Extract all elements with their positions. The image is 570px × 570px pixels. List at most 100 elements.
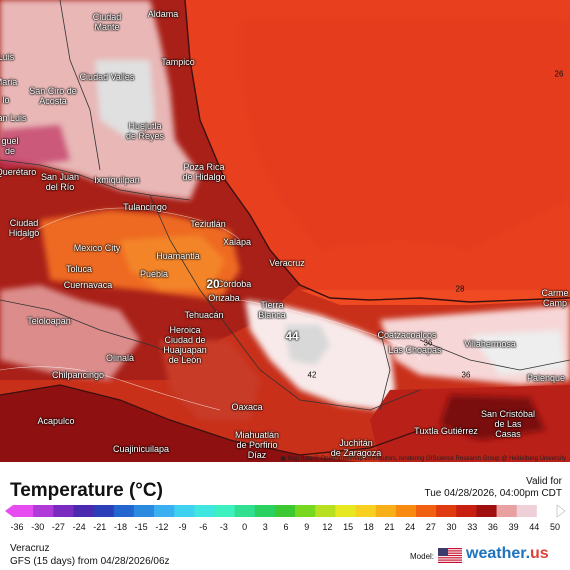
color-scale-segment <box>375 505 397 517</box>
color-scale-segment <box>13 505 34 517</box>
color-scale-tick: 15 <box>343 522 354 532</box>
color-scale-segment <box>496 505 518 517</box>
city-label: Heroica Ciudad de Huajuapan de León <box>163 325 207 365</box>
city-label: Olinalá <box>105 353 135 363</box>
city-label: Cuernavaca <box>63 280 113 290</box>
color-scale-segment <box>93 505 115 517</box>
city-label: Mexico City <box>73 243 121 253</box>
color-scale-segment <box>214 505 236 517</box>
color-scale-tick: 6 <box>283 522 289 532</box>
color-scale-tick: 44 <box>529 522 540 532</box>
color-scale-segment <box>53 505 74 517</box>
color-scale-tick: -30 <box>31 522 45 532</box>
city-label: Poza Rica de Hidalgo <box>182 162 226 182</box>
city-label: Tuxtla Gutiérrez <box>414 426 478 436</box>
city-label: Teziutlán <box>190 219 226 229</box>
color-scale-tick: -3 <box>219 522 228 532</box>
temperature-map[interactable] <box>0 0 570 462</box>
color-scale-tick: -24 <box>72 522 86 532</box>
contour-label: 36 <box>423 338 433 348</box>
model-run-info: GFS (15 days) from 04/28/2026/06z <box>10 556 170 567</box>
city-label: Oaxaca <box>231 402 263 412</box>
city-label: Veracruz <box>269 258 305 268</box>
color-scale-segment <box>516 505 538 517</box>
color-scale-max-arrow <box>556 504 565 518</box>
color-scale-segment <box>274 505 296 517</box>
city-label: Maria <box>0 77 18 87</box>
temperature-value-label: 20 <box>206 277 220 291</box>
color-scale-tick: 24 <box>405 522 416 532</box>
color-scale-min-arrow <box>5 505 13 517</box>
color-scale-segment <box>295 505 316 517</box>
temperature-value-label: 44 <box>285 329 299 343</box>
color-scale-tick: 12 <box>322 522 333 532</box>
color-scale-segment <box>154 505 175 517</box>
city-label: Villahermosa <box>464 339 516 349</box>
weather-us-logo[interactable]: weather.us <box>466 545 549 562</box>
color-scale-segment <box>536 505 558 517</box>
location-name: Veracruz <box>10 543 50 554</box>
color-scale-segment <box>335 505 357 517</box>
color-scale-tick: 3 <box>262 522 268 532</box>
color-scale-segment <box>234 505 256 517</box>
model-label: Model: <box>410 552 435 561</box>
color-scale-tick: 27 <box>425 522 436 532</box>
city-label: Orizaba <box>208 293 240 303</box>
city-label: guel de <box>1 136 19 156</box>
color-scale-segment <box>194 505 215 517</box>
color-scale-tick: -15 <box>134 522 148 532</box>
city-label: Huamantla <box>156 251 200 261</box>
color-scale-tick: 36 <box>487 522 498 532</box>
color-scale-tick: 0 <box>242 522 248 532</box>
color-scale-tick: -21 <box>93 522 107 532</box>
color-scale-tick: -36 <box>10 522 24 532</box>
color-scale-segment <box>415 505 437 517</box>
color-scale-segment <box>436 505 457 517</box>
color-scale-segment <box>133 505 155 517</box>
city-label: San Cristóbal de Las Casas <box>480 409 536 439</box>
city-label: Querétaro <box>0 167 37 177</box>
city-label: Carme Camp <box>541 288 569 308</box>
color-scale-segment <box>73 505 95 517</box>
city-label: Ciudad Mante <box>92 12 122 32</box>
color-scale-tick: 21 <box>384 522 395 532</box>
city-label: Ciudad Valles <box>79 72 135 82</box>
city-label: Las Choapas <box>388 345 442 355</box>
city-label: Ixmiquilpan <box>94 175 140 185</box>
camera-icon: ▣ <box>280 456 287 462</box>
city-label: San Juan del Río <box>40 172 80 192</box>
us-flag-icon <box>438 548 462 563</box>
color-scale-segment <box>113 505 135 517</box>
city-label: Aldama <box>147 9 179 19</box>
color-scale-segment <box>476 505 498 517</box>
color-scale-tick: 39 <box>508 522 519 532</box>
city-label: Huejutla de Reyes <box>125 121 165 141</box>
color-scale-bar <box>5 504 565 518</box>
city-label: Tampico <box>161 57 195 67</box>
map-attribution: ▣ Map data © OpenStreetMap contributors,… <box>280 455 566 462</box>
color-scale-tick: -6 <box>199 522 208 532</box>
color-scale-segment <box>395 505 417 517</box>
contour-label: 28 <box>455 284 465 294</box>
city-label: Coatzacoalcos <box>377 330 437 340</box>
city-label: Tehuacán <box>184 310 224 320</box>
color-scale-tick: -9 <box>178 522 187 532</box>
attribution-text: Map data © OpenStreetMap contributors, r… <box>287 456 566 462</box>
color-scale-tick: -12 <box>155 522 169 532</box>
city-label: lo <box>2 95 10 105</box>
city-label: Teloloapan <box>27 316 71 326</box>
city-label: Chilpancingo <box>51 370 105 380</box>
city-label: Juchitán de Zaragoza <box>330 438 382 458</box>
color-scale-tick: -27 <box>51 522 65 532</box>
color-scale-segment <box>456 505 477 517</box>
color-scale-tick: 9 <box>304 522 310 532</box>
color-scale-tick: 33 <box>467 522 478 532</box>
city-label: Tierra Blanca <box>258 300 286 320</box>
city-label: San Ciro de Acosta <box>29 86 77 106</box>
city-label: Ciudad Hidalgo <box>8 218 40 238</box>
city-label: Miahuatlán de Porfirio Díaz <box>234 430 280 460</box>
color-scale-segment <box>33 505 54 517</box>
city-label: Acapulco <box>37 416 75 426</box>
color-scale-segment <box>254 505 276 517</box>
city-label: Xalapa <box>222 237 252 247</box>
